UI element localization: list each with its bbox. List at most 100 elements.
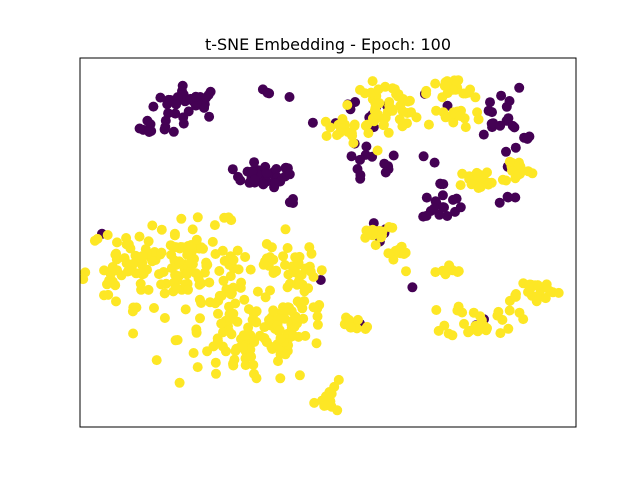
scatter-point-yellow <box>342 100 353 110</box>
scatter-point-yellow <box>156 247 167 258</box>
scatter-point-purple <box>504 96 515 106</box>
scatter-point-yellow <box>245 264 256 275</box>
scatter-point-yellow <box>443 328 454 339</box>
scatter-point-yellow <box>170 335 181 346</box>
scatter-point-purple <box>379 158 390 169</box>
scatter-point-purple <box>142 115 153 126</box>
scatter-point-yellow <box>182 249 193 260</box>
scatter-point-purple <box>407 282 418 293</box>
scatter-point-yellow <box>158 267 169 277</box>
scatter-point-yellow <box>475 318 486 329</box>
scatter-point-yellow <box>345 322 356 333</box>
scatter-point-purple <box>429 203 440 214</box>
scatter-point-yellow <box>171 283 182 293</box>
scatter-point-yellow <box>283 269 294 280</box>
scatter-point-yellow <box>174 377 185 388</box>
scatter-point-yellow <box>230 298 241 309</box>
scatter-point-yellow <box>99 265 110 276</box>
scatter-point-yellow <box>217 341 228 352</box>
scatter-point-yellow <box>311 338 322 349</box>
scatter-point-purple <box>494 197 505 208</box>
scatter-point-yellow <box>367 76 378 87</box>
scatter-point-yellow <box>238 341 248 352</box>
scatter-point-yellow <box>504 305 515 316</box>
scatter-point-yellow <box>274 325 285 335</box>
scatter-point-yellow <box>156 279 167 290</box>
scatter-point-yellow <box>470 92 481 103</box>
scatter-point-yellow <box>347 130 358 141</box>
scatter-point-purple <box>438 179 449 190</box>
scatter-point-purple <box>478 129 489 140</box>
scatter-point-purple <box>442 211 453 221</box>
scatter-point-yellow <box>228 308 239 319</box>
scatter-point-yellow <box>102 230 113 240</box>
scatter-point-yellow <box>260 292 271 303</box>
scatter-point-yellow <box>305 266 316 277</box>
scatter-point-yellow <box>228 254 239 265</box>
scatter-point-yellow <box>204 277 215 288</box>
scatter-point-purple <box>247 166 258 177</box>
scatter-point-yellow <box>135 267 146 278</box>
scatter-point-yellow <box>378 120 389 131</box>
scatter-point-yellow <box>147 220 158 231</box>
scatter-point-purple <box>190 91 201 102</box>
scatter-point-yellow <box>251 373 262 384</box>
scatter-point-yellow <box>460 88 471 99</box>
scatter-point-purple <box>451 193 462 204</box>
scatter-point-yellow <box>191 234 202 245</box>
scatter-point-yellow <box>252 286 263 297</box>
scatter-point-purple <box>388 150 399 161</box>
scatter-point-yellow <box>399 249 409 259</box>
scatter-point-yellow <box>210 298 221 309</box>
scatter-point-purple <box>178 112 189 123</box>
scatter-point-yellow <box>421 88 432 99</box>
scatter-point-yellow <box>149 303 159 313</box>
scatter-point-yellow <box>159 313 170 323</box>
scatter-point-yellow <box>273 356 283 367</box>
scatter-point-yellow <box>294 370 305 381</box>
scatter-point-yellow <box>411 112 422 123</box>
scatter-point-yellow <box>137 251 148 262</box>
scatter-point-yellow <box>143 284 154 295</box>
scatter-point-purple <box>455 202 466 213</box>
scatter-point-yellow <box>196 242 207 253</box>
scatter-point-yellow <box>387 222 398 233</box>
scatter-point-yellow <box>280 349 291 360</box>
scatter-point-yellow <box>475 311 486 322</box>
scatter-point-yellow <box>195 313 205 324</box>
scatter-point-yellow <box>290 252 301 263</box>
scatter-point-yellow <box>210 357 221 368</box>
scatter-point-yellow <box>473 114 484 125</box>
scatter-point-yellow <box>316 265 327 276</box>
scatter-point-yellow <box>349 120 360 131</box>
scatter-point-yellow <box>278 251 289 262</box>
scatter-point-purple <box>438 202 449 213</box>
scatter-point-yellow <box>532 280 543 291</box>
scatter-point-yellow <box>246 351 257 362</box>
scatter-point-yellow <box>472 326 483 337</box>
scatter-point-yellow <box>460 122 471 133</box>
scatter-point-yellow <box>360 324 371 334</box>
scatter-point-yellow <box>266 242 277 253</box>
scatter-point-yellow <box>159 288 170 299</box>
scatter-point-yellow <box>293 331 304 342</box>
scatter-point-purple <box>288 194 298 204</box>
scatter-point-yellow <box>280 224 291 235</box>
scatter-point-yellow <box>192 362 203 373</box>
scatter-point-purple <box>170 108 181 119</box>
scatter-point-yellow <box>182 269 192 280</box>
scatter-point-yellow <box>249 337 260 347</box>
scatter-point-yellow <box>156 224 167 235</box>
scatter-point-yellow <box>380 81 391 92</box>
scatter-point-yellow <box>431 305 442 315</box>
scatter-point-yellow <box>176 213 187 224</box>
scatter-point-yellow <box>232 245 243 256</box>
scatter-point-yellow <box>438 107 449 118</box>
scatter-point-yellow <box>344 314 354 325</box>
scatter-point-yellow <box>248 359 259 370</box>
scatter-point-yellow <box>280 304 291 315</box>
scatter-point-yellow <box>271 265 282 276</box>
scatter-point-yellow <box>212 333 223 344</box>
scatter-point-yellow <box>192 212 203 223</box>
scatter-point-yellow <box>188 348 199 358</box>
